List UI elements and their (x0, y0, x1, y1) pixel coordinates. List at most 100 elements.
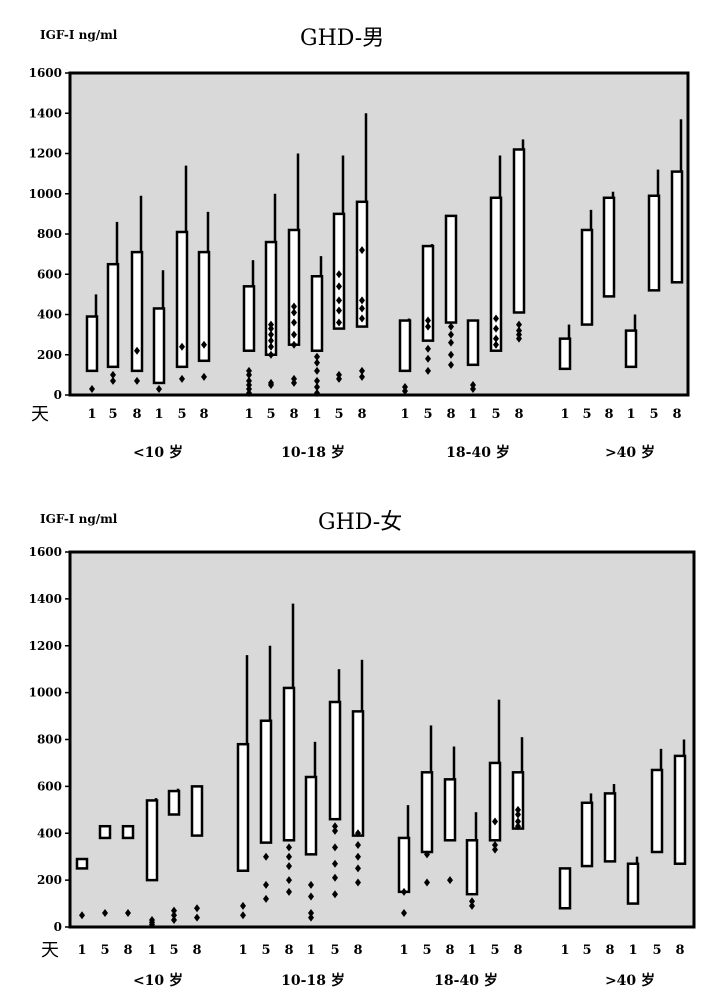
outlier-point (194, 904, 200, 913)
outlier-point (470, 380, 476, 389)
outlier-point (515, 822, 521, 831)
outlier-point (268, 350, 274, 359)
box-iqr (465, 839, 479, 896)
outlier-point (493, 334, 499, 343)
outlier-point (125, 908, 131, 917)
box-4 (152, 270, 166, 393)
outlier-point (286, 852, 292, 861)
outlier-point (355, 829, 361, 838)
box-3 (121, 824, 135, 917)
y-tick-label: 1000 (29, 187, 62, 201)
y-tick-label: 1600 (29, 545, 62, 559)
x-day-label: 5 (582, 943, 591, 958)
outlier-point (332, 822, 338, 831)
outlier-point (332, 826, 338, 835)
outlier-point (246, 370, 252, 379)
outlier-point (201, 340, 207, 349)
y-tick-label: 400 (37, 308, 62, 322)
outlier-point (134, 346, 140, 355)
y-tick-label: 1200 (29, 147, 62, 161)
x-day-label: 8 (672, 407, 681, 422)
outlier-point (516, 334, 522, 343)
outlier-point (246, 388, 252, 397)
x-day-label: 1 (628, 943, 637, 958)
x-day-label: 8 (675, 943, 684, 958)
box-24 (673, 739, 687, 865)
y-tick-label: 0 (54, 920, 62, 934)
box-2 (98, 824, 112, 917)
box-15 (444, 214, 458, 369)
outlier-point (425, 344, 431, 353)
x-day-label: 8 (199, 407, 208, 422)
box-iqr (626, 862, 640, 905)
outlier-point (308, 913, 314, 922)
x-day-label: 8 (357, 407, 366, 422)
box-iqr (167, 789, 181, 816)
box-20 (580, 793, 594, 868)
outlier-point (268, 342, 274, 351)
x-day-label: 5 (490, 943, 499, 958)
box-18 (511, 737, 525, 831)
box-7 (242, 260, 256, 397)
box-iqr (328, 700, 342, 821)
outlier-point (194, 913, 200, 922)
outlier-point (110, 370, 116, 379)
x-day-label: 1 (312, 407, 321, 422)
box-iqr (558, 867, 572, 910)
box-iqr (397, 836, 411, 894)
x-day-label: 5 (177, 407, 186, 422)
outlier-point (493, 324, 499, 333)
outlier-point (516, 330, 522, 339)
outlier-point (424, 878, 430, 887)
x-day-label: 8 (353, 943, 362, 958)
outlier-point (156, 384, 162, 393)
outlier-point (286, 876, 292, 885)
box-12 (355, 113, 369, 381)
outlier-point (448, 330, 454, 339)
x-day-label: 1 (306, 943, 315, 958)
x-day-label: 8 (132, 407, 141, 422)
outlier-point (401, 908, 407, 917)
box-16 (465, 812, 479, 910)
box-iqr (351, 710, 365, 837)
x-day-label: 5 (169, 943, 178, 958)
box-iqr (420, 771, 434, 854)
outlier-point (470, 384, 476, 393)
outlier-point (402, 382, 408, 391)
outlier-point (336, 370, 342, 379)
box-23 (650, 748, 664, 854)
box-iqr (673, 754, 687, 865)
box-iqr (85, 315, 99, 373)
outlier-point (171, 915, 177, 924)
x-day-label: 1 (560, 943, 569, 958)
box-13 (397, 805, 411, 917)
box-4 (145, 798, 159, 929)
box-iqr (121, 824, 135, 840)
outlier-point (355, 864, 361, 873)
outlier-point (246, 376, 252, 385)
x-day-label: 5 (330, 943, 339, 958)
x-group-label: <10 岁 (133, 972, 183, 989)
y-tick-label: 1600 (29, 66, 62, 80)
outlier-point (268, 320, 274, 329)
outlier-point (493, 314, 499, 323)
y-axis-unit-label: IGF-I ng/ml (40, 512, 118, 526)
outlier-point (201, 372, 207, 381)
outlier-point (291, 330, 297, 339)
outlier-point (240, 901, 246, 910)
box-iqr (197, 250, 211, 363)
box-21 (603, 784, 617, 863)
box-iqr (287, 228, 301, 346)
x-day-label: 5 (649, 407, 658, 422)
outlier-point (336, 318, 342, 327)
box-iqr (558, 337, 572, 371)
outlier-point (179, 342, 185, 351)
x-day-label: 1 (467, 943, 476, 958)
box-iqr (580, 801, 594, 868)
y-tick-label: 200 (37, 873, 62, 887)
outlier-point (291, 308, 297, 317)
outlier-point (308, 880, 314, 889)
outlier-point (291, 378, 297, 387)
x-day-label: 8 (289, 407, 298, 422)
box-14 (420, 725, 434, 887)
